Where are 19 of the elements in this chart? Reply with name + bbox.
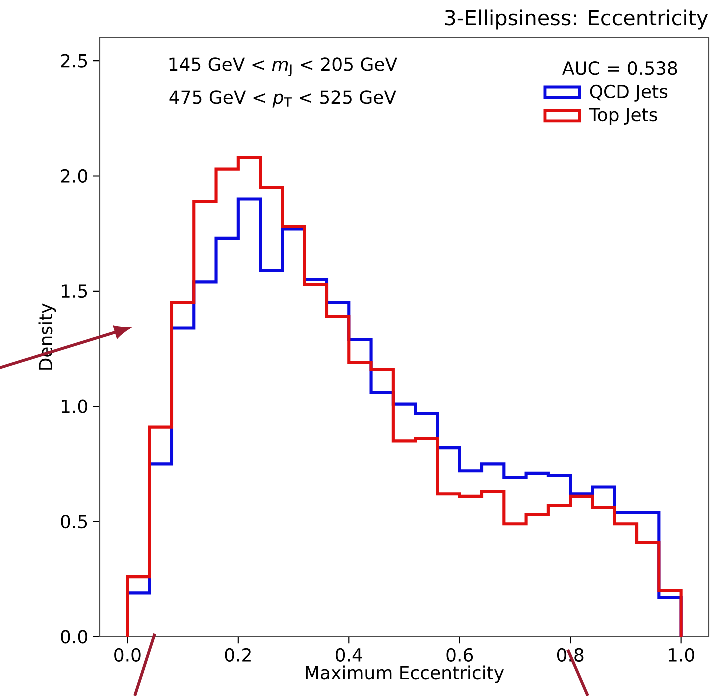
y-axis-title: Density [38, 304, 56, 370]
y-tick-label: 1.0 [62, 400, 88, 414]
legend-title: AUC = 0.538 [562, 62, 678, 76]
y-tick-label: 1.5 [62, 284, 88, 298]
x-tick-label: 0.2 [225, 648, 251, 662]
chart-title: 3-Ellipsiness: Eccentricity [445, 10, 708, 30]
x-axis-title: Maximum Eccentricity [306, 666, 504, 684]
x-tick-label: 1.0 [668, 648, 694, 662]
x-tick-label: 0.6 [446, 648, 474, 662]
legend-label: Top Jets [589, 108, 658, 126]
y-tick-label: 0.5 [61, 514, 88, 529]
annotation: 475 GeV < p$_{T}$ < 525 GeV [170, 90, 396, 108]
y-tick-label: 0.0 [61, 630, 88, 644]
annotation: 145 GeV < m$_{J}$ < 205 GeV [170, 58, 398, 76]
y-tick-label: 2.5 [61, 54, 88, 68]
x-tick-label: 0.4 [336, 648, 362, 662]
y-tick-label: 2.0 [61, 169, 88, 184]
x-tick-label: 0.0 [114, 648, 141, 662]
legend-label: QCD Jets [590, 84, 668, 102]
